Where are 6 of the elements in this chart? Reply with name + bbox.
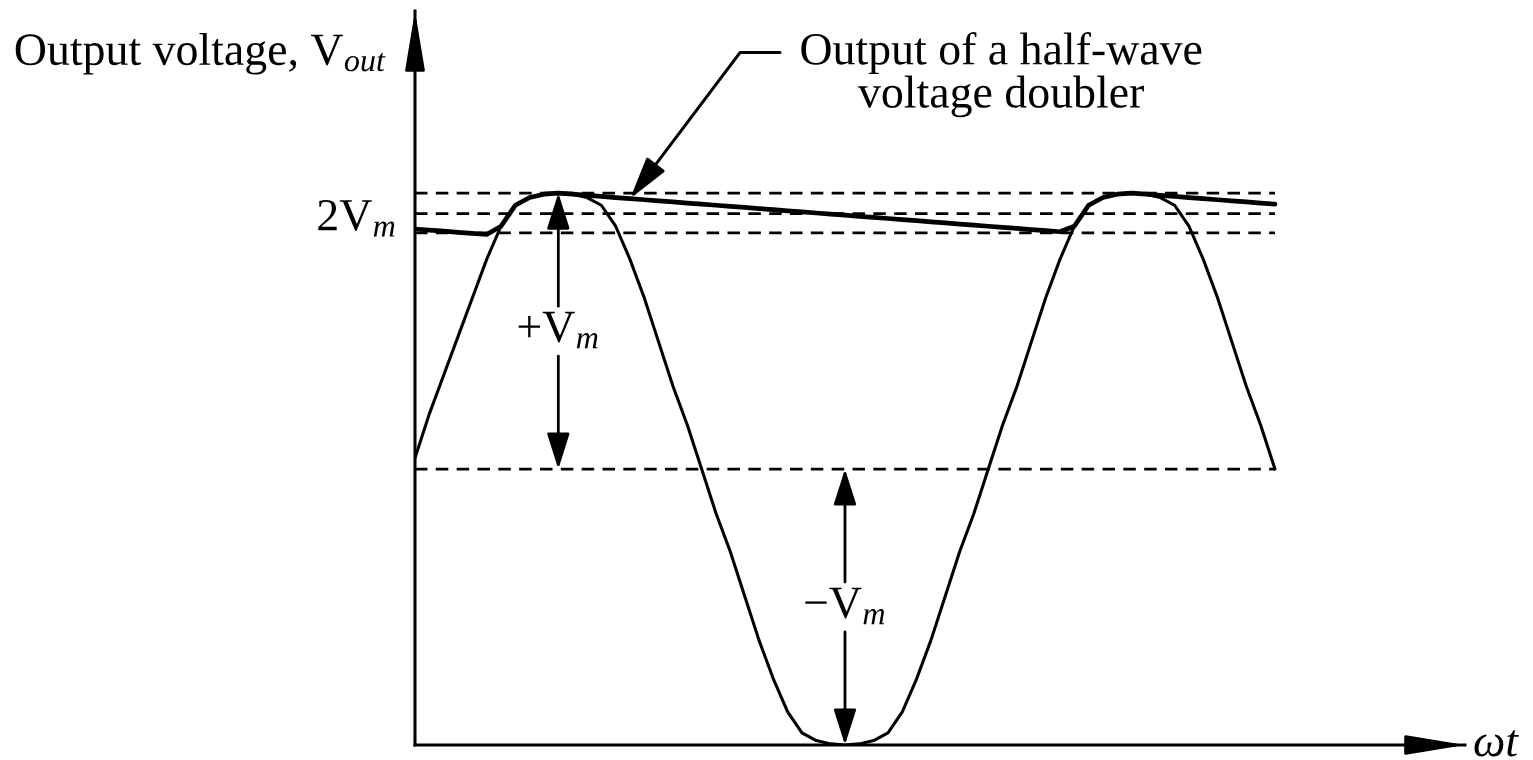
series-label: Output of a half-wave voltage doubler — [801, 31, 1202, 118]
annotation: −V$_{m}$ — [805, 587, 885, 625]
x-axis-title: ωt — [1474, 730, 1520, 757]
ref-line-label: 2V$_{m}$ — [318, 199, 395, 237]
annotation: +V$_{m}$ — [518, 311, 598, 349]
y-axis-title: Output voltage, V$_{out}$ — [15, 32, 386, 75]
